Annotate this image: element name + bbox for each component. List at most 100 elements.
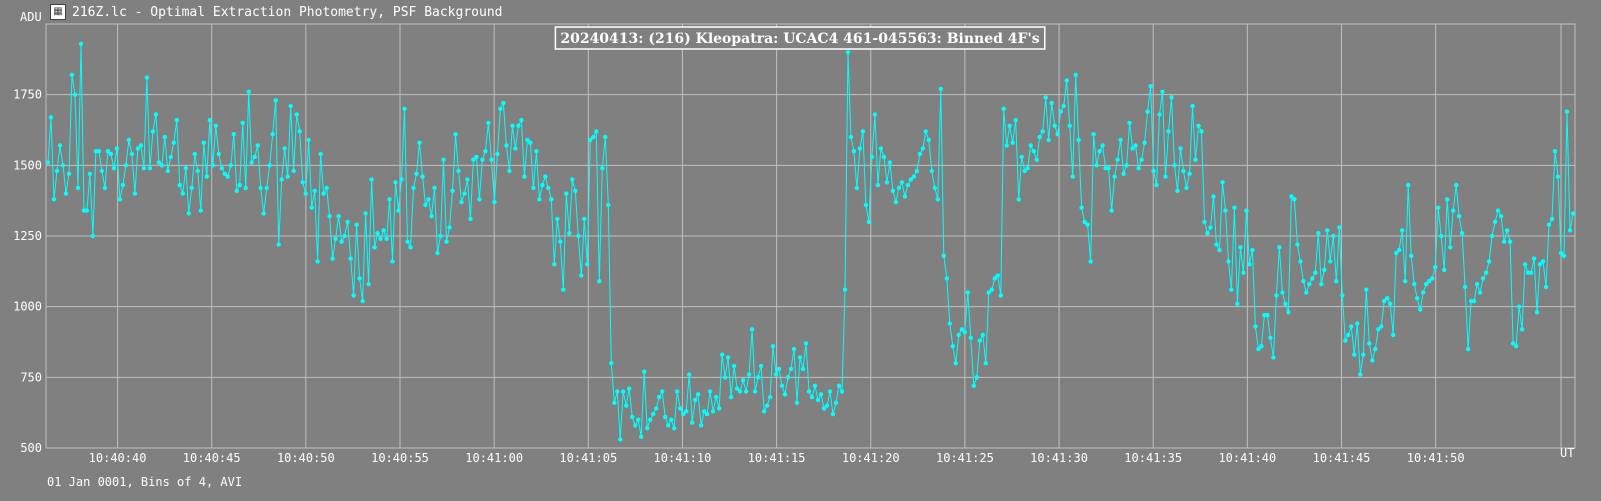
data-point [444, 239, 449, 244]
data-point [312, 188, 317, 193]
data-point [1070, 174, 1075, 179]
data-point [657, 394, 662, 400]
data-point [1558, 250, 1564, 256]
data-point [1253, 324, 1258, 329]
data-point [201, 140, 206, 145]
data-point [1283, 301, 1288, 306]
data-point [234, 188, 239, 193]
data-point [1175, 188, 1180, 193]
data-point [663, 414, 668, 420]
data-point [537, 197, 542, 202]
data-point [1483, 270, 1489, 275]
data-point [800, 366, 806, 372]
data-point [651, 411, 656, 417]
data-point [1513, 344, 1519, 349]
data-point [893, 199, 899, 205]
data-point [935, 197, 940, 202]
data-point [222, 171, 227, 176]
data-point [1082, 219, 1087, 225]
data-point [1352, 352, 1357, 357]
data-point [998, 293, 1003, 298]
data-point [171, 140, 176, 145]
data-point [710, 409, 716, 414]
data-point [794, 400, 800, 405]
data-point [162, 134, 167, 140]
data-point [1343, 338, 1348, 343]
data-point [1337, 225, 1342, 230]
data-point [195, 168, 200, 174]
x-tick-label: 10:41:20 [842, 451, 900, 465]
data-point [504, 143, 509, 148]
data-point [630, 414, 635, 420]
data-point [728, 394, 734, 400]
data-point [746, 372, 752, 377]
data-point [1307, 281, 1312, 287]
data-point [339, 239, 344, 244]
data-point [471, 157, 476, 162]
data-point [1235, 301, 1240, 306]
data-point [156, 160, 162, 165]
data-point [1028, 143, 1033, 148]
data-point [1256, 346, 1261, 352]
y-axis-ticks: 500 750 1000 1250 1500 1750 [13, 88, 42, 455]
data-point [612, 400, 617, 405]
data-point [645, 426, 650, 431]
x-tick-label: 10:41:30 [1030, 451, 1088, 465]
data-point [863, 202, 869, 208]
data-point [159, 163, 165, 168]
data-point [1208, 225, 1213, 230]
data-point [285, 174, 290, 179]
data-point [1289, 194, 1294, 199]
y-tick-label: 1750 [13, 88, 42, 102]
data-point [1421, 290, 1426, 295]
data-point [306, 137, 311, 143]
data-point [1265, 312, 1270, 318]
data-point [519, 117, 524, 123]
data-point [755, 375, 761, 380]
data-point [1139, 157, 1144, 162]
y-tick-label: 1500 [13, 158, 42, 172]
data-point [189, 185, 194, 191]
data-point [426, 197, 431, 202]
data-point [474, 154, 479, 160]
data-point [324, 185, 329, 191]
data-point [1445, 197, 1450, 202]
data-point [261, 211, 266, 216]
data-point [255, 143, 260, 148]
data-point [615, 389, 620, 394]
data-point [941, 253, 946, 258]
window-titlebar: ▦ 216Z.lc - Optimal Extraction Photometr… [50, 3, 502, 21]
data-point [854, 185, 860, 191]
data-point [126, 137, 132, 143]
data-point [600, 166, 605, 171]
data-point [549, 197, 554, 202]
data-point [752, 389, 758, 394]
data-point [1292, 197, 1297, 202]
data-point [872, 112, 878, 117]
data-point [1241, 270, 1246, 275]
data-point [438, 233, 443, 239]
lightcurve-icon[interactable]: ▦ [50, 4, 66, 20]
data-point [525, 137, 530, 143]
data-point [1088, 259, 1093, 264]
data-point [1118, 137, 1123, 143]
data-point [890, 188, 896, 193]
data-point [1097, 149, 1102, 154]
data-point [180, 191, 185, 196]
data-point [102, 185, 108, 191]
data-point [1480, 276, 1486, 281]
data-point [869, 154, 875, 160]
data-point [959, 327, 964, 332]
data-point [899, 180, 905, 185]
data-point [141, 166, 147, 171]
data-point [1226, 259, 1231, 264]
data-point [1379, 324, 1384, 329]
data-point [480, 157, 485, 162]
data-point [1364, 287, 1369, 292]
data-point [1454, 182, 1459, 188]
data-point [707, 389, 713, 394]
data-point [1172, 163, 1177, 168]
data-point [342, 233, 347, 239]
data-point [1382, 298, 1387, 304]
